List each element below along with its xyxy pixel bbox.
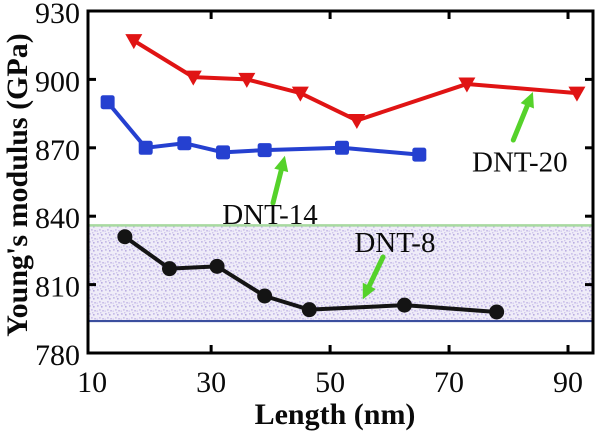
DNT-20-marker: [348, 113, 366, 129]
y-tick-label: 870: [35, 134, 80, 167]
DNT-8-marker: [117, 229, 133, 245]
x-tick-label: 30: [196, 366, 226, 399]
x-tick-label: 10: [77, 366, 107, 399]
DNT-14-marker: [138, 140, 153, 155]
x-tick-label: 90: [553, 366, 583, 399]
DNT-8-marker: [209, 258, 225, 274]
DNT-8-marker: [301, 302, 317, 318]
DNT-14-marker: [257, 143, 272, 158]
DNT-14-marker: [177, 136, 192, 151]
y-tick-label: 780: [35, 339, 80, 372]
DNT-14-marker: [216, 145, 231, 160]
axes-frame: [86, 9, 595, 355]
DNT-20-marker: [125, 34, 143, 50]
DNT-20-marker: [184, 70, 202, 86]
y-tick-label: 900: [35, 65, 80, 98]
series-label-DNT-20: DNT-20: [472, 146, 568, 178]
y-axis-title: Young's modulus (GPa): [1, 33, 34, 336]
annotation-arrow-shaft: [270, 167, 284, 206]
annotation-arrow-head: [520, 91, 534, 109]
series-line-DNT-20: [132, 38, 578, 123]
DNT-14-marker: [100, 95, 115, 110]
DNT-20-marker: [458, 77, 476, 93]
annotation-arrow-head: [362, 282, 376, 300]
DNT-8-marker: [161, 261, 177, 277]
y-tick-label: 810: [35, 271, 80, 304]
DNT-14-marker: [334, 140, 349, 155]
DNT-20-marker: [568, 86, 586, 102]
x-tick-label: 70: [434, 366, 464, 399]
annotation-arrow-head: [274, 155, 289, 173]
x-tick-label: 50: [315, 366, 345, 399]
plot-area: 10 30 50 70 90 780 810 840 870 900 930 DNT-20 DNT-14…: [35, 0, 595, 399]
DNT-20-marker: [291, 86, 309, 102]
DNT-8-marker: [257, 288, 273, 304]
DNT-8-marker: [489, 304, 505, 320]
x-axis-title: Length (nm): [255, 398, 416, 431]
y-tick-label: 930: [35, 0, 80, 30]
DNT-20-marker: [238, 72, 256, 88]
series-label-DNT-14: DNT-14: [222, 199, 318, 231]
annotation-arrow-shaft: [366, 254, 386, 289]
DNT-14-marker: [412, 147, 427, 162]
annotation-arrow-shaft: [510, 103, 530, 143]
series-label-DNT-8: DNT-8: [354, 227, 435, 259]
DNT-8-marker: [396, 297, 412, 313]
y-tick-label: 840: [35, 202, 80, 235]
